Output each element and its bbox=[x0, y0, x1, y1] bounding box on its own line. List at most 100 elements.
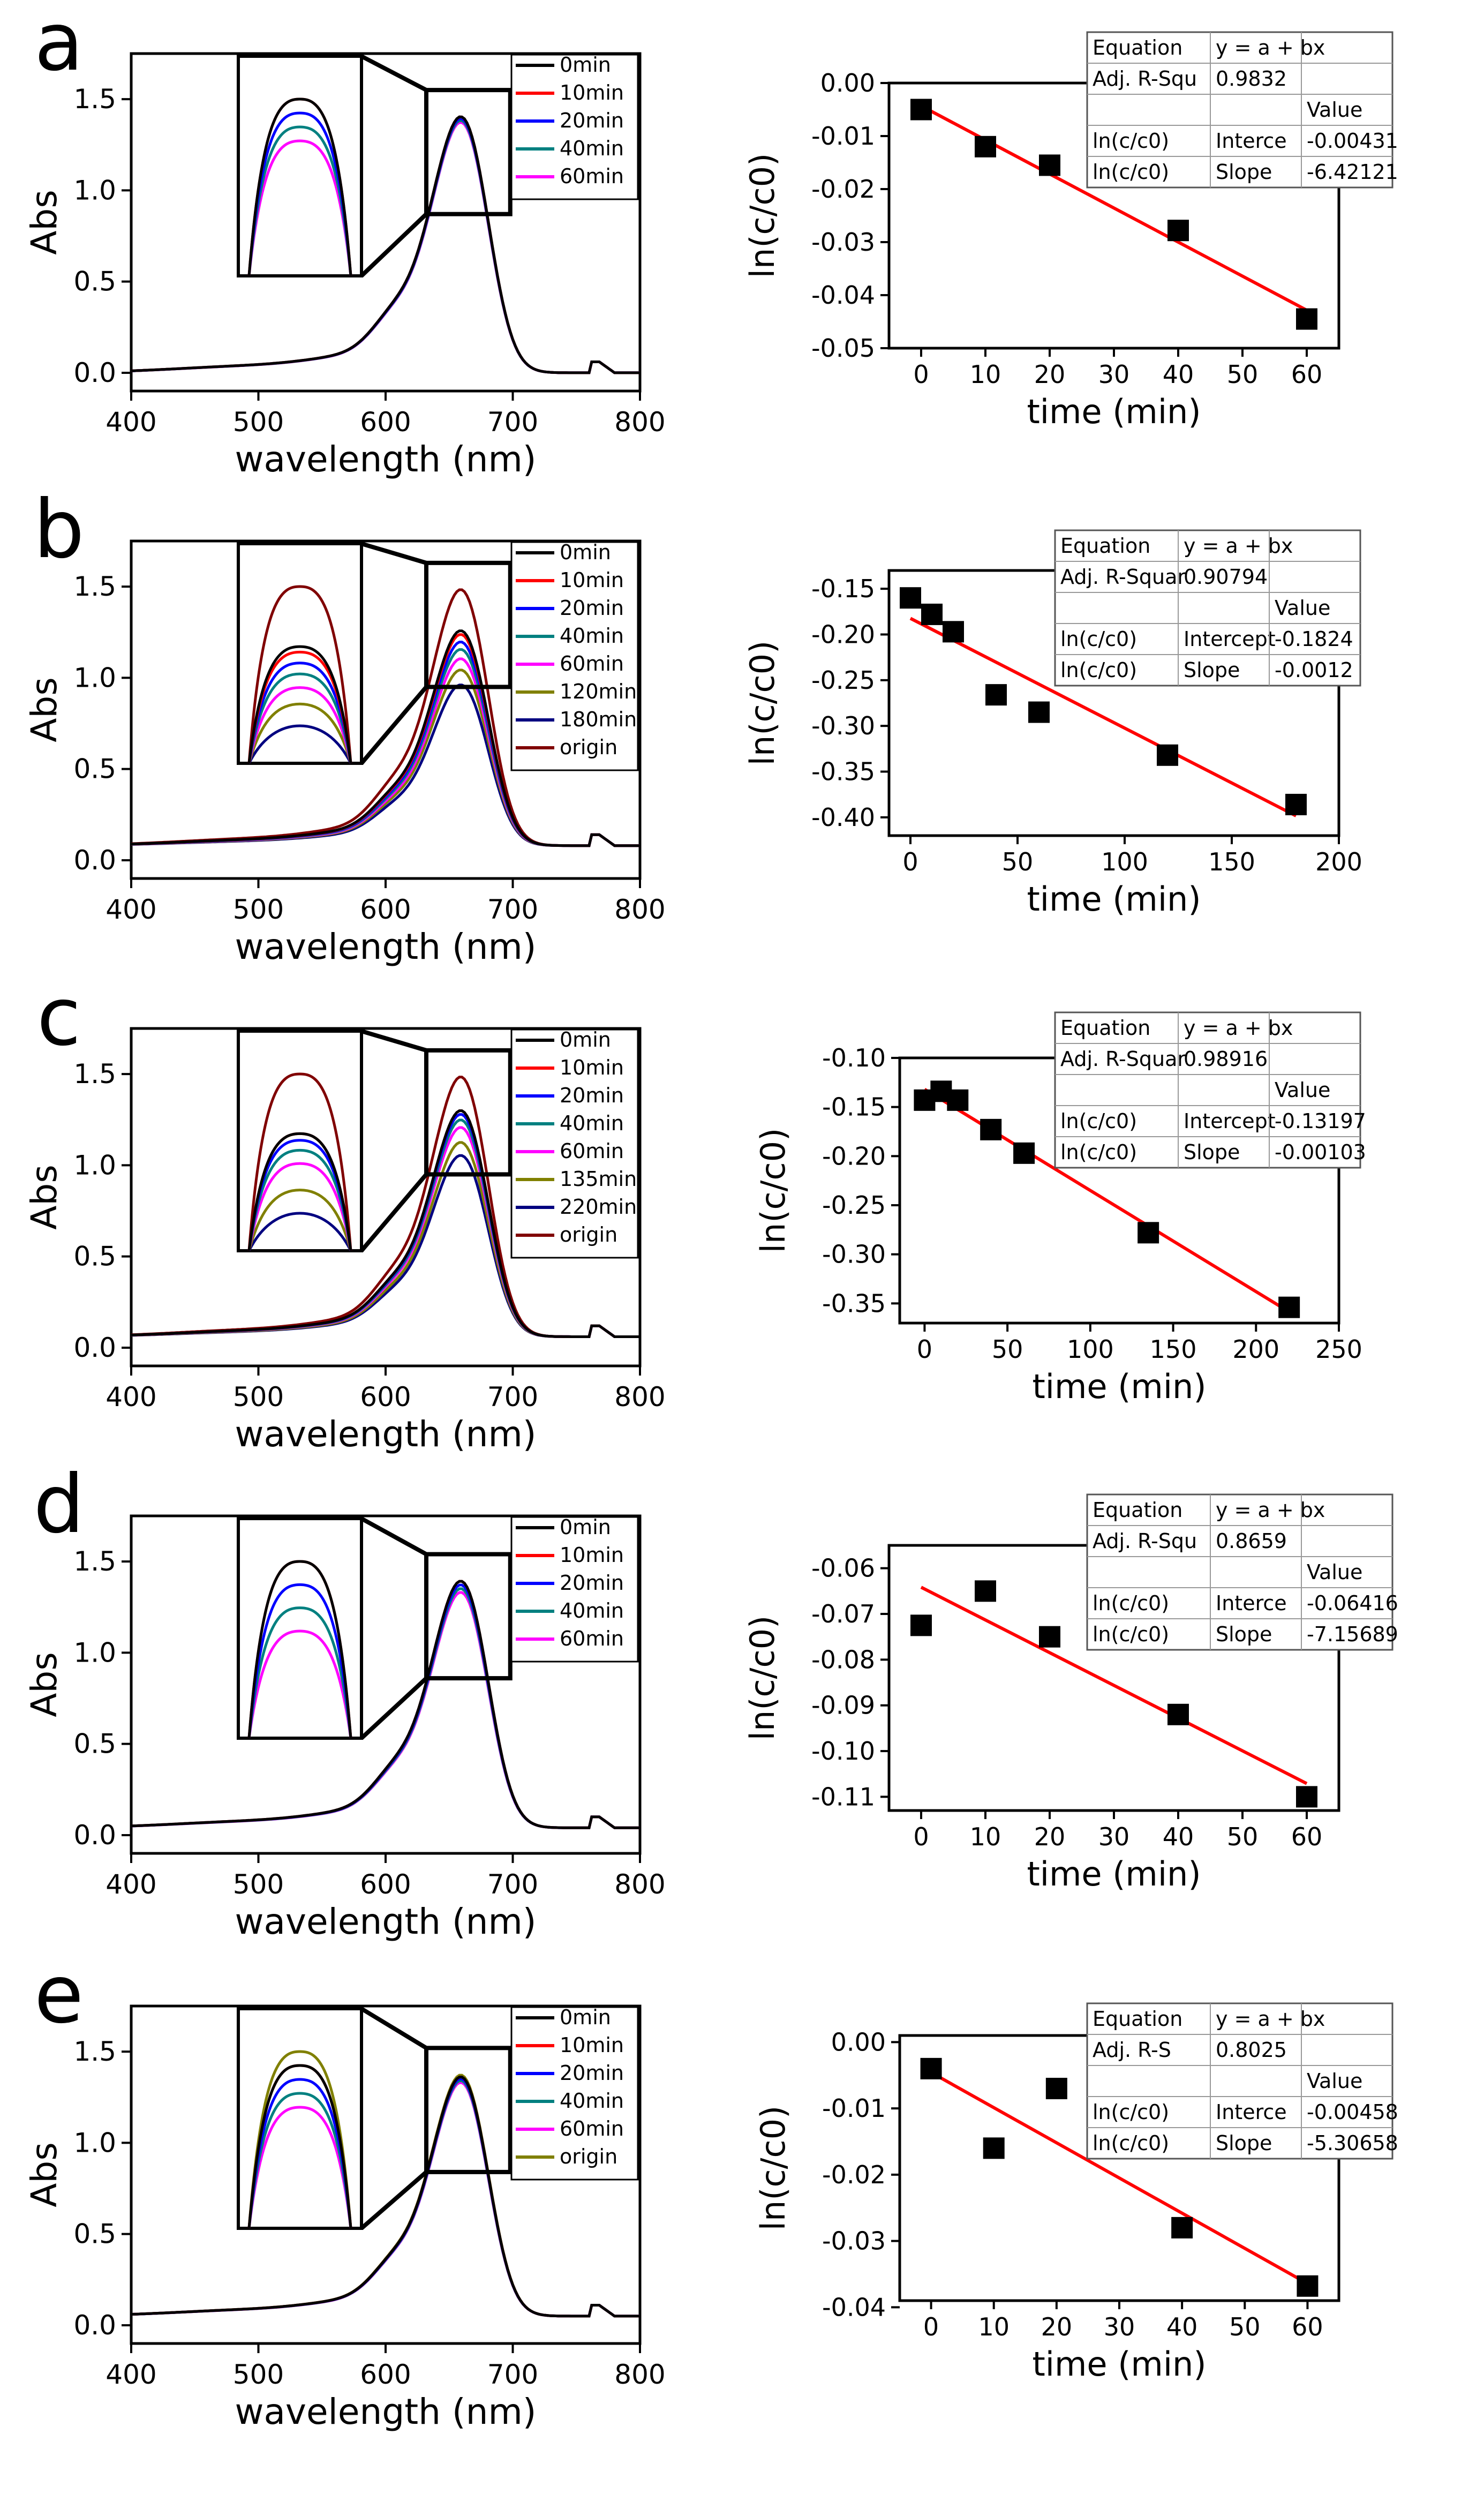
uv-ytick-label: 1.0 bbox=[73, 1637, 116, 1668]
kinetics-point bbox=[900, 587, 921, 609]
uv-inset-curve bbox=[247, 1629, 352, 1739]
kinetics-plot: 0 10 20 30 40 50 60 -0.06 -0.07 -0.08 -0.09 -0.10 -0… bbox=[743, 1493, 1398, 1894]
uv-xtick-label: 800 bbox=[614, 2359, 665, 2390]
fit-table-cell: ln(c/c0) bbox=[1093, 2131, 1169, 2155]
uv-ytick-label: 1.5 bbox=[73, 2036, 116, 2067]
uv-xtick-label: 500 bbox=[233, 407, 284, 438]
uv-legend-label: 40min bbox=[560, 1599, 624, 1622]
kinetics-xtick-label: 30 bbox=[1098, 360, 1130, 389]
uv-inset-curve bbox=[247, 662, 352, 764]
uv-series-group bbox=[131, 588, 640, 847]
kinetics-xtick-label: 10 bbox=[970, 1822, 1001, 1851]
fit-table-cell: Value bbox=[1275, 596, 1330, 620]
fit-table-cell: ln(c/c0) bbox=[1060, 627, 1137, 651]
uv-xtick-label: 600 bbox=[360, 407, 411, 438]
fit-table-cell: y = a + bx bbox=[1184, 534, 1293, 558]
uv-zoom-connector bbox=[360, 2007, 428, 2050]
fit-table-cell: Slope bbox=[1216, 2131, 1272, 2155]
uv-xtick-label: 400 bbox=[106, 1381, 156, 1413]
uv-legend-label: 60min bbox=[560, 2117, 624, 2140]
kinetics-point bbox=[920, 2057, 942, 2079]
kinetics-ytick-label: -0.20 bbox=[822, 1141, 886, 1170]
kinetics-xtick-label: 40 bbox=[1166, 2312, 1198, 2341]
kinetics-xtick-label: 60 bbox=[1291, 360, 1323, 389]
uv-ytick-label: 1.0 bbox=[73, 662, 116, 693]
uv-legend-label: 135min bbox=[560, 1167, 637, 1191]
uv-legend-label: 10min bbox=[560, 1543, 624, 1567]
kinetics-ylabel: ln(c/c0) bbox=[754, 1128, 793, 1253]
kinetics-point bbox=[975, 1580, 996, 1602]
kinetics-xtick-label: 40 bbox=[1163, 1822, 1194, 1851]
kinetics-point bbox=[1278, 1296, 1300, 1318]
fit-table-cell: Adj. R-Squar bbox=[1060, 565, 1186, 589]
uv-inset-curve bbox=[247, 645, 352, 764]
uv-inset-curve bbox=[247, 1162, 352, 1251]
kinetics-ytick-label: -0.10 bbox=[822, 1043, 886, 1072]
uv-inset-curve bbox=[247, 585, 352, 764]
uv-series-0min bbox=[131, 2076, 640, 2318]
fit-table-cell: -0.00431 bbox=[1307, 129, 1398, 153]
fit-table-cell: Slope bbox=[1216, 1622, 1272, 1646]
uv-series-group bbox=[131, 1076, 640, 1338]
kinetics-ytick-label: -0.25 bbox=[822, 1191, 886, 1220]
uv-xlabel: wavelength (nm) bbox=[235, 926, 536, 967]
kinetics-ytick-label: -0.20 bbox=[811, 620, 875, 649]
uv-xtick-label: 500 bbox=[233, 2359, 284, 2390]
uv-zoom-box bbox=[424, 1048, 513, 1177]
kinetics-point bbox=[1013, 1142, 1035, 1164]
kinetics-ytick-label: -0.09 bbox=[811, 1691, 875, 1720]
uv-inset-curve bbox=[247, 2092, 352, 2229]
uv-inset-curve bbox=[247, 2106, 352, 2229]
fit-table-cell: ln(c/c0) bbox=[1060, 658, 1137, 682]
uv-inset-curve bbox=[247, 1212, 352, 1252]
kinetics-point bbox=[1138, 1222, 1159, 1244]
panel-letter: e bbox=[34, 1948, 84, 2041]
uv-ytick-label: 0.0 bbox=[73, 1820, 116, 1851]
uv-ytick-label: 1.0 bbox=[73, 2127, 116, 2158]
uv-ytick-label: 0.0 bbox=[73, 1332, 116, 1363]
kinetics-point bbox=[1296, 308, 1317, 330]
fit-table-cell: Interce bbox=[1216, 129, 1287, 153]
kinetics-ytick-label: -0.40 bbox=[811, 803, 875, 832]
kinetics-xtick-label: 150 bbox=[1150, 1335, 1197, 1364]
fit-table-cell: -5.30658 bbox=[1307, 2131, 1398, 2155]
uv-xtick-label: 800 bbox=[614, 407, 665, 438]
uv-series-0min bbox=[131, 1109, 640, 1338]
kinetics-point bbox=[1171, 2217, 1193, 2238]
fit-table-cell: 0.98916 bbox=[1184, 1047, 1268, 1071]
kinetics-xtick-label: 20 bbox=[1041, 2312, 1073, 2341]
fit-table-cell: y = a + bx bbox=[1216, 36, 1325, 59]
kinetics-xtick-label: 40 bbox=[1163, 360, 1194, 389]
uv-legend-label: origin bbox=[560, 1223, 617, 1246]
uv-legend-label: 60min bbox=[560, 652, 624, 675]
uv-series-0min bbox=[131, 115, 640, 374]
fit-table-box bbox=[1054, 1011, 1361, 1169]
kinetics-ytick-label: -0.06 bbox=[811, 1554, 875, 1583]
uv-inset-curve bbox=[247, 2078, 352, 2229]
kinetics-xtick-label: 50 bbox=[1227, 360, 1259, 389]
kinetics-xtick-label: 10 bbox=[978, 2312, 1010, 2341]
kinetics-ytick-label: -0.01 bbox=[822, 2094, 886, 2123]
panel-letter: a bbox=[34, 0, 84, 89]
uv-inset bbox=[237, 1517, 363, 1740]
uv-legend-box bbox=[510, 2006, 639, 2181]
kinetics-point bbox=[1167, 220, 1189, 242]
uv-legend-label: 40min bbox=[560, 2089, 624, 2113]
uv-inset-curve bbox=[247, 1072, 352, 1251]
kinetics-point bbox=[975, 136, 996, 157]
uv-xtick-label: 400 bbox=[106, 2359, 156, 2390]
kinetics-point bbox=[1045, 2078, 1067, 2099]
fit-table-cell: Value bbox=[1307, 1560, 1362, 1584]
fit-table-box bbox=[1086, 2002, 1393, 2160]
kinetics-ytick-label: -0.02 bbox=[811, 175, 875, 204]
kinetics-point bbox=[983, 2137, 1005, 2159]
uv-legend-label: 20min bbox=[560, 1571, 624, 1595]
uv-inset-curve bbox=[247, 125, 352, 276]
fit-table-cell: 0.8025 bbox=[1216, 2038, 1287, 2062]
uv-inset-curve bbox=[247, 111, 352, 276]
kinetics-xtick-label: 50 bbox=[1227, 1822, 1259, 1851]
kinetics-plot: 0 50 100 150 200 -0.15 -0.20 -0.25 -0.30 -0.35 -0.… bbox=[743, 529, 1362, 919]
kinetics-point bbox=[947, 1089, 969, 1111]
